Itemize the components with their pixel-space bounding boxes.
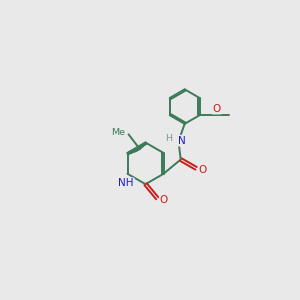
- Text: Me: Me: [111, 128, 125, 137]
- Text: H: H: [166, 134, 172, 143]
- Text: N: N: [178, 136, 185, 146]
- Text: O: O: [160, 195, 168, 205]
- Text: O: O: [199, 165, 207, 175]
- Text: O: O: [212, 104, 221, 114]
- Text: NH: NH: [118, 178, 134, 188]
